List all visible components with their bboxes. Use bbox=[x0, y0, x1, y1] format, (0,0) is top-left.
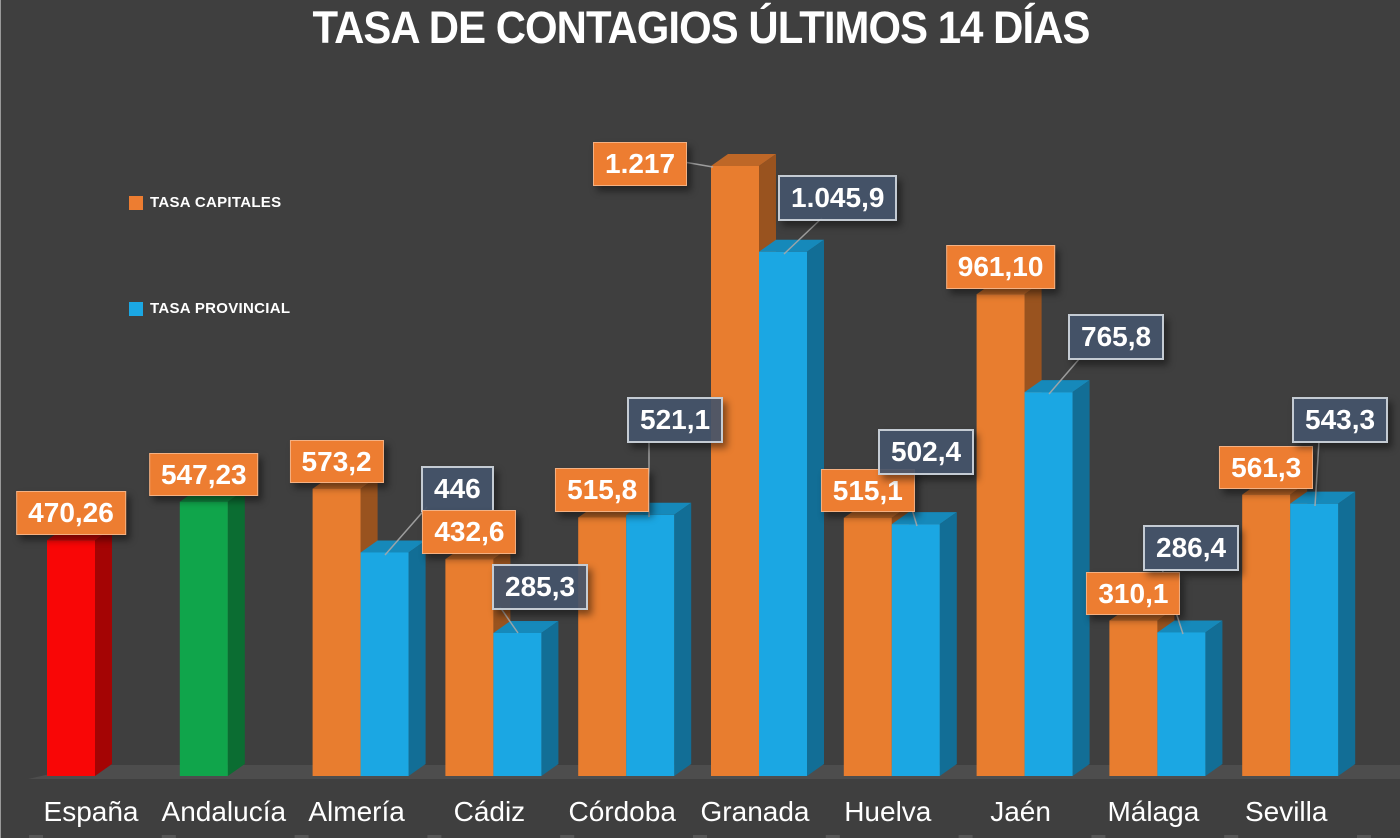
value-label-capitales-cadiz: 432,6 bbox=[422, 510, 517, 554]
value-label-capitales-jaen: 961,10 bbox=[945, 245, 1056, 289]
bar-andalucia-capital-side bbox=[227, 489, 245, 776]
legend-item-capitales: TASA CAPITALES bbox=[129, 194, 281, 211]
bar-sevilla-provincial-top bbox=[1290, 491, 1356, 504]
category-label-sevilla: Sevilla bbox=[1244, 796, 1328, 827]
label-leader-line bbox=[1314, 440, 1320, 507]
label-leader-line bbox=[499, 606, 519, 634]
value-label-capitales-cordoba: 515,8 bbox=[555, 468, 650, 513]
bar-cordoba-provincial-front bbox=[626, 514, 675, 776]
bar-malaga-provincial-side bbox=[1205, 620, 1223, 776]
value-label-capitales-andalucia: 547,23 bbox=[148, 452, 259, 497]
bar-granada-provincial-front bbox=[759, 251, 807, 777]
bar-granada-capital-top bbox=[711, 154, 776, 166]
legend-item-provincial: TASA PROVINCIAL bbox=[129, 300, 290, 317]
bar-sevilla-provincial-side bbox=[1338, 491, 1356, 776]
value-label-provincial-malaga: 286,4 bbox=[1143, 525, 1240, 571]
bar-malaga-capital-front bbox=[1109, 620, 1158, 776]
bar-malaga-provincial-top bbox=[1157, 620, 1223, 633]
bar-almeria-provincial-front bbox=[360, 552, 409, 776]
value-label-provincial-cordoba: 521,1 bbox=[627, 397, 724, 443]
bar-andalucia-capital-front bbox=[179, 501, 228, 776]
bar-cadiz-capital-front bbox=[445, 559, 494, 776]
bar-malaga-provincial-front bbox=[1157, 632, 1206, 776]
category-label-jaen: Jaén bbox=[990, 796, 1051, 827]
bar-cadiz-provincial-front bbox=[493, 632, 542, 776]
category-label-cadiz: Cádiz bbox=[453, 796, 526, 827]
bar-jaen-capital-front bbox=[976, 294, 1025, 776]
bar-almeria-capital-front bbox=[312, 488, 361, 776]
bar-almeria-provincial-side bbox=[408, 540, 426, 776]
value-label-provincial-almeria: 446 bbox=[421, 466, 494, 512]
label-leader-line bbox=[1048, 357, 1081, 395]
bar-granada-provincial-top bbox=[759, 239, 824, 252]
value-label-provincial-sevilla: 543,3 bbox=[1292, 397, 1389, 443]
value-label-capitales-granada: 1.217 bbox=[593, 142, 688, 186]
bar-sevilla-capital-front bbox=[1242, 494, 1291, 776]
bar-cordoba-capital-front bbox=[578, 517, 627, 776]
bar-huelva-capital-front bbox=[843, 517, 892, 776]
bar-huelva-provincial-side bbox=[939, 512, 957, 776]
label-leader-line bbox=[783, 217, 823, 255]
bar-jaen-provincial-front bbox=[1024, 392, 1073, 776]
chart-title: TASA DE CONTAGIOS ÚLTIMOS 14 DÍAS bbox=[312, 2, 1091, 53]
value-label-provincial-granada: 1.045,9 bbox=[778, 175, 898, 221]
category-label-andalucia: Andalucía bbox=[161, 796, 287, 827]
value-label-capitales-malaga: 310,1 bbox=[1086, 571, 1181, 616]
bar-granada-capital-front bbox=[711, 166, 759, 776]
bar-granada-provincial-side bbox=[807, 239, 824, 777]
bar-cordoba-provincial-side bbox=[674, 502, 692, 776]
value-label-capitales-huelva: 515,1 bbox=[820, 468, 915, 513]
legend-swatch-provincial-icon bbox=[129, 301, 143, 316]
bar-espana-capital-front bbox=[47, 540, 95, 776]
bar-jaen-provincial-side bbox=[1072, 380, 1090, 776]
value-label-provincial-huelva: 502,4 bbox=[878, 429, 975, 475]
value-label-capitales-espana: 470,26 bbox=[16, 491, 126, 535]
bar-jaen-provincial-top bbox=[1024, 380, 1090, 393]
value-label-capitales-sevilla: 561,3 bbox=[1219, 445, 1314, 490]
bar-huelva-provincial-front bbox=[891, 524, 940, 776]
category-label-espana: España bbox=[43, 796, 139, 827]
category-label-cordoba: Córdoba bbox=[568, 796, 676, 827]
legend-swatch-capitales-icon bbox=[129, 195, 143, 210]
legend-label-provincial: TASA PROVINCIAL bbox=[150, 300, 291, 317]
value-label-provincial-jaen: 765,8 bbox=[1068, 314, 1165, 360]
label-leader-line bbox=[384, 506, 428, 556]
value-label-provincial-cadiz: 285,3 bbox=[492, 564, 589, 610]
category-label-granada: Granada bbox=[700, 796, 810, 827]
bar-huelva-provincial-top bbox=[891, 512, 957, 525]
bar-cadiz-provincial-side bbox=[541, 620, 559, 776]
value-label-capitales-almeria: 573,2 bbox=[289, 439, 384, 484]
bar-espana-capital-side bbox=[95, 528, 112, 776]
bar-sevilla-provincial-front bbox=[1290, 503, 1339, 776]
category-label-huelva: Huelva bbox=[844, 796, 932, 827]
category-label-malaga: Málaga bbox=[1107, 796, 1200, 827]
legend-label-capitales: TASA CAPITALES bbox=[150, 194, 282, 211]
bar-cadiz-provincial-top bbox=[493, 620, 559, 633]
category-label-almeria: Almería bbox=[308, 796, 405, 827]
